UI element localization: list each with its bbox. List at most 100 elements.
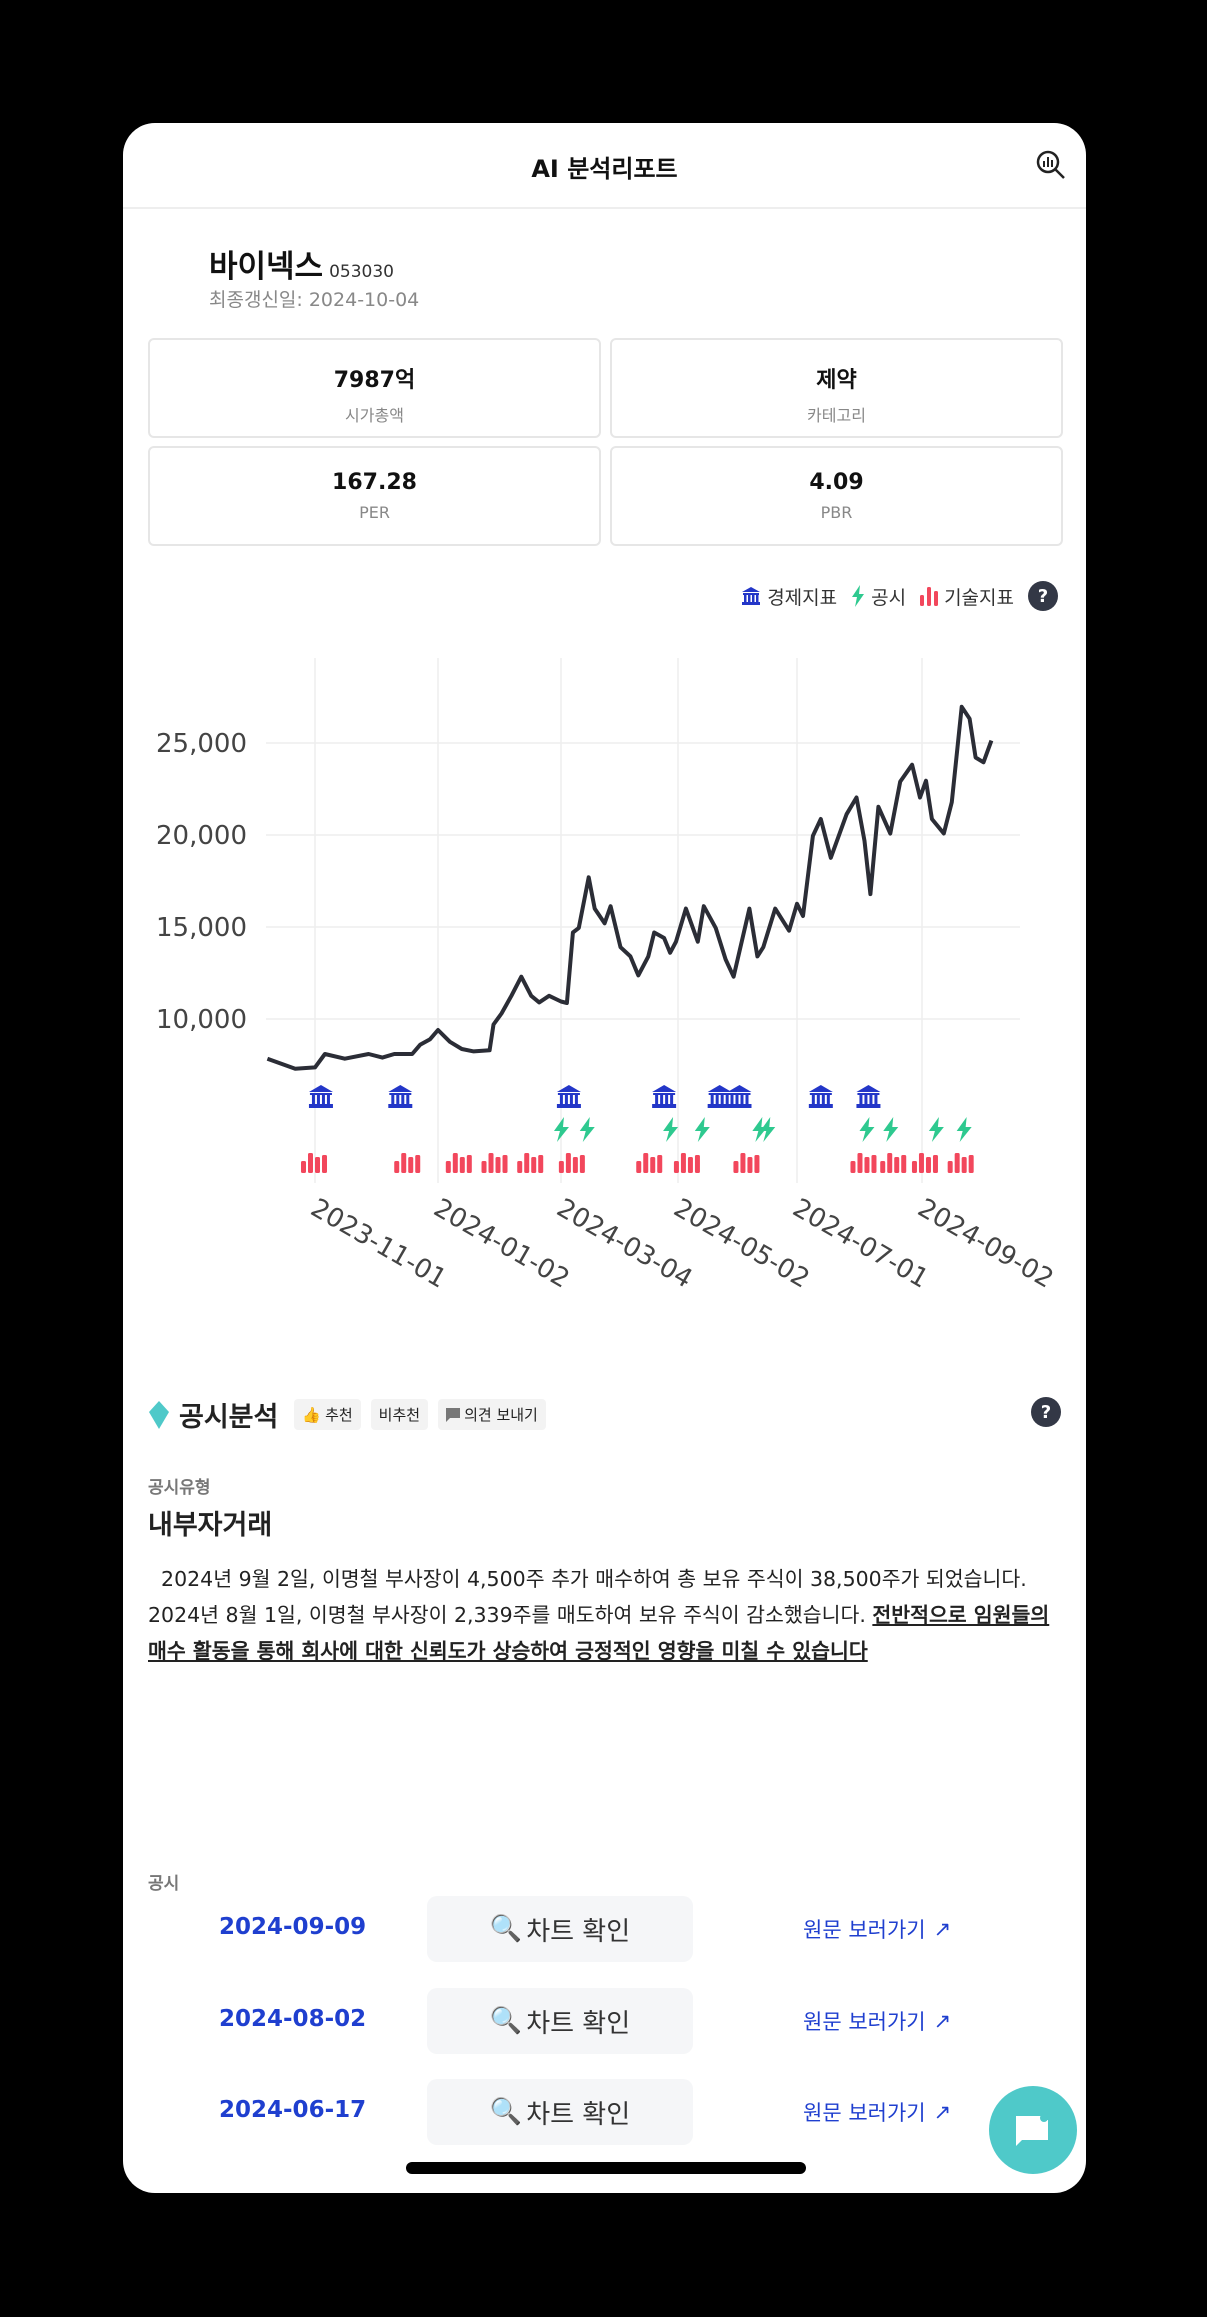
page-title: AI 분석리포트 [531, 155, 678, 183]
disclosures-label: 공시 [148, 1874, 180, 1894]
bar-chart-icon [394, 1153, 421, 1173]
link-label: 원문 보러가기 [803, 2101, 926, 2125]
metric-value: 4.09 [809, 470, 864, 495]
bar-chart-icon [301, 1153, 327, 1173]
bolt-icon [752, 1117, 768, 1142]
bank-icon [707, 1085, 732, 1108]
legend-label: 공시 [871, 586, 907, 609]
chat-icon [1016, 2114, 1048, 2146]
bolt-icon [883, 1117, 899, 1142]
disclosure-row: 2024-09-09 🔍 차트 확인 원문 보러가기 ↗ [123, 1896, 1086, 1962]
bolt-icon [663, 1117, 679, 1142]
header-divider [123, 207, 1086, 209]
metric-category: 제약 카테고리 [610, 338, 1063, 438]
disclosure-date: 2024-08-02 [219, 2006, 367, 2032]
bank-icon [388, 1085, 413, 1108]
view-original-link[interactable]: 원문 보러가기 ↗ [803, 2097, 951, 2127]
chart-search-icon: 🔍 [489, 2006, 523, 2036]
company-name-text: 바이넥스 [209, 249, 324, 285]
bolt-icon [956, 1117, 972, 1142]
link-label: 원문 보러가기 [803, 2010, 926, 2034]
y-tick-label: 15,000 [156, 913, 247, 943]
diamond-icon [149, 1400, 169, 1429]
x-tick-label: 2024-09-02 [913, 1193, 1059, 1295]
legend-disclosure[interactable]: 공시 [851, 583, 906, 610]
x-tick-label: 2024-07-01 [788, 1193, 934, 1295]
disclosure-row: 2024-06-17 🔍 차트 확인 원문 보러가기 ↗ [123, 2079, 1086, 2145]
phone-screen: AI 분석리포트 바이넥스 053030 최종갱신일: 2024-10-04 79… [123, 123, 1086, 2193]
view-original-link[interactable]: 원문 보러가기 ↗ [803, 1914, 951, 1944]
feedback-button[interactable]: 의견 보내기 [438, 1399, 546, 1430]
chart-search-icon: 🔍 [489, 1914, 523, 1944]
bar-chart-icon [947, 1153, 974, 1173]
last-updated: 최종갱신일: 2024-10-04 [209, 289, 420, 311]
metric-value: 167.28 [332, 470, 417, 495]
chart-legend: 경제지표 공시 기술지표 ? [741, 581, 1058, 611]
recommend-button[interactable]: 👍 추천 [294, 1399, 361, 1430]
bank-icon [727, 1085, 752, 1108]
disclosure-date: 2024-09-09 [219, 1914, 367, 1940]
disclosure-row: 2024-08-02 🔍 차트 확인 원문 보러가기 ↗ [123, 1988, 1086, 2054]
analysis-help-icon[interactable]: ? [1031, 1397, 1061, 1427]
legend-label: 경제지표 [767, 586, 838, 609]
y-tick-label: 10,000 [156, 1005, 247, 1035]
button-label: 차트 확인 [526, 2099, 631, 2130]
metric-pbr: 4.09 PBR [610, 446, 1063, 546]
company-name: 바이넥스 053030 [209, 241, 394, 286]
bar-chart-icon [445, 1153, 472, 1173]
bolt-icon [694, 1117, 710, 1142]
metric-per: 167.28 PER [148, 446, 601, 546]
not-recommend-button[interactable]: 비추천 [370, 1399, 429, 1430]
chart-check-button[interactable]: 🔍 차트 확인 [427, 1988, 693, 2054]
recommend-label: 추천 [325, 1406, 353, 1424]
bolt-icon [928, 1117, 944, 1142]
not-recommend-label: 비추천 [378, 1406, 421, 1424]
stock-code: 053030 [329, 262, 394, 282]
help-icon[interactable]: ? [1028, 581, 1058, 611]
bar-chart-icon [880, 1153, 907, 1173]
bar-chart-icon [850, 1153, 877, 1173]
legend-technical[interactable]: 기술지표 [920, 583, 1014, 610]
chart-search-icon: 🔍 [489, 2097, 523, 2127]
bar-chart-icon [920, 587, 939, 606]
analysis-header: 공시분석 👍 추천 비추천 의견 보내기 [149, 1395, 546, 1434]
bar-chart-icon [673, 1153, 700, 1173]
y-tick-label: 25,000 [156, 729, 247, 759]
chat-button[interactable] [989, 2086, 1077, 2174]
bank-icon [308, 1085, 333, 1108]
link-label: 원문 보러가기 [803, 1918, 926, 1942]
y-tick-label: 20,000 [156, 821, 247, 851]
x-tick-label: 2024-01-02 [428, 1193, 574, 1295]
x-tick-label: 2023-11-01 [306, 1193, 452, 1295]
disclosure-date: 2024-06-17 [219, 2097, 367, 2123]
bank-icon [856, 1085, 881, 1108]
analysis-body: 2024년 9월 2일, 이명철 부사장이 4,500주 추가 매수하여 총 보… [148, 1567, 1034, 1627]
home-indicator[interactable] [406, 2162, 806, 2174]
button-label: 차트 확인 [526, 2008, 631, 2039]
bar-chart-icon [733, 1153, 760, 1173]
price-chart: 10,00015,00020,00025,0002023-11-012024-0… [156, 658, 1059, 1295]
external-link-icon: ↗ [933, 2100, 952, 2124]
bolt-icon [859, 1117, 875, 1142]
bolt-icon [553, 1117, 569, 1142]
legend-economic[interactable]: 경제지표 [741, 583, 837, 610]
bank-icon [808, 1085, 833, 1108]
bank-icon [556, 1085, 581, 1108]
metric-label: 카테고리 [807, 406, 866, 425]
bar-chart-icon [911, 1153, 938, 1173]
bar-chart-icon [636, 1153, 663, 1173]
button-label: 차트 확인 [526, 1916, 631, 1947]
external-link-icon: ↗ [933, 2009, 952, 2033]
chart-check-button[interactable]: 🔍 차트 확인 [427, 1896, 693, 1962]
metric-label: 시가총액 [345, 406, 404, 425]
bolt-icon [760, 1117, 776, 1142]
chart-search-icon[interactable] [1035, 149, 1067, 181]
metric-value: 7987억 [333, 368, 416, 393]
analysis-conclusion: 전반적으로 임원들의 매수 활동을 통해 회사에 대한 신뢰도가 상승하여 긍정… [148, 1603, 1050, 1663]
chart-check-button[interactable]: 🔍 차트 확인 [427, 2079, 693, 2145]
view-original-link[interactable]: 원문 보러가기 ↗ [803, 2006, 951, 2036]
analysis-text: 2024년 9월 2일, 이명철 부사장이 4,500주 추가 매수하여 총 보… [148, 1561, 1068, 1669]
legend-label: 기술지표 [944, 586, 1014, 609]
bank-icon [742, 587, 761, 605]
